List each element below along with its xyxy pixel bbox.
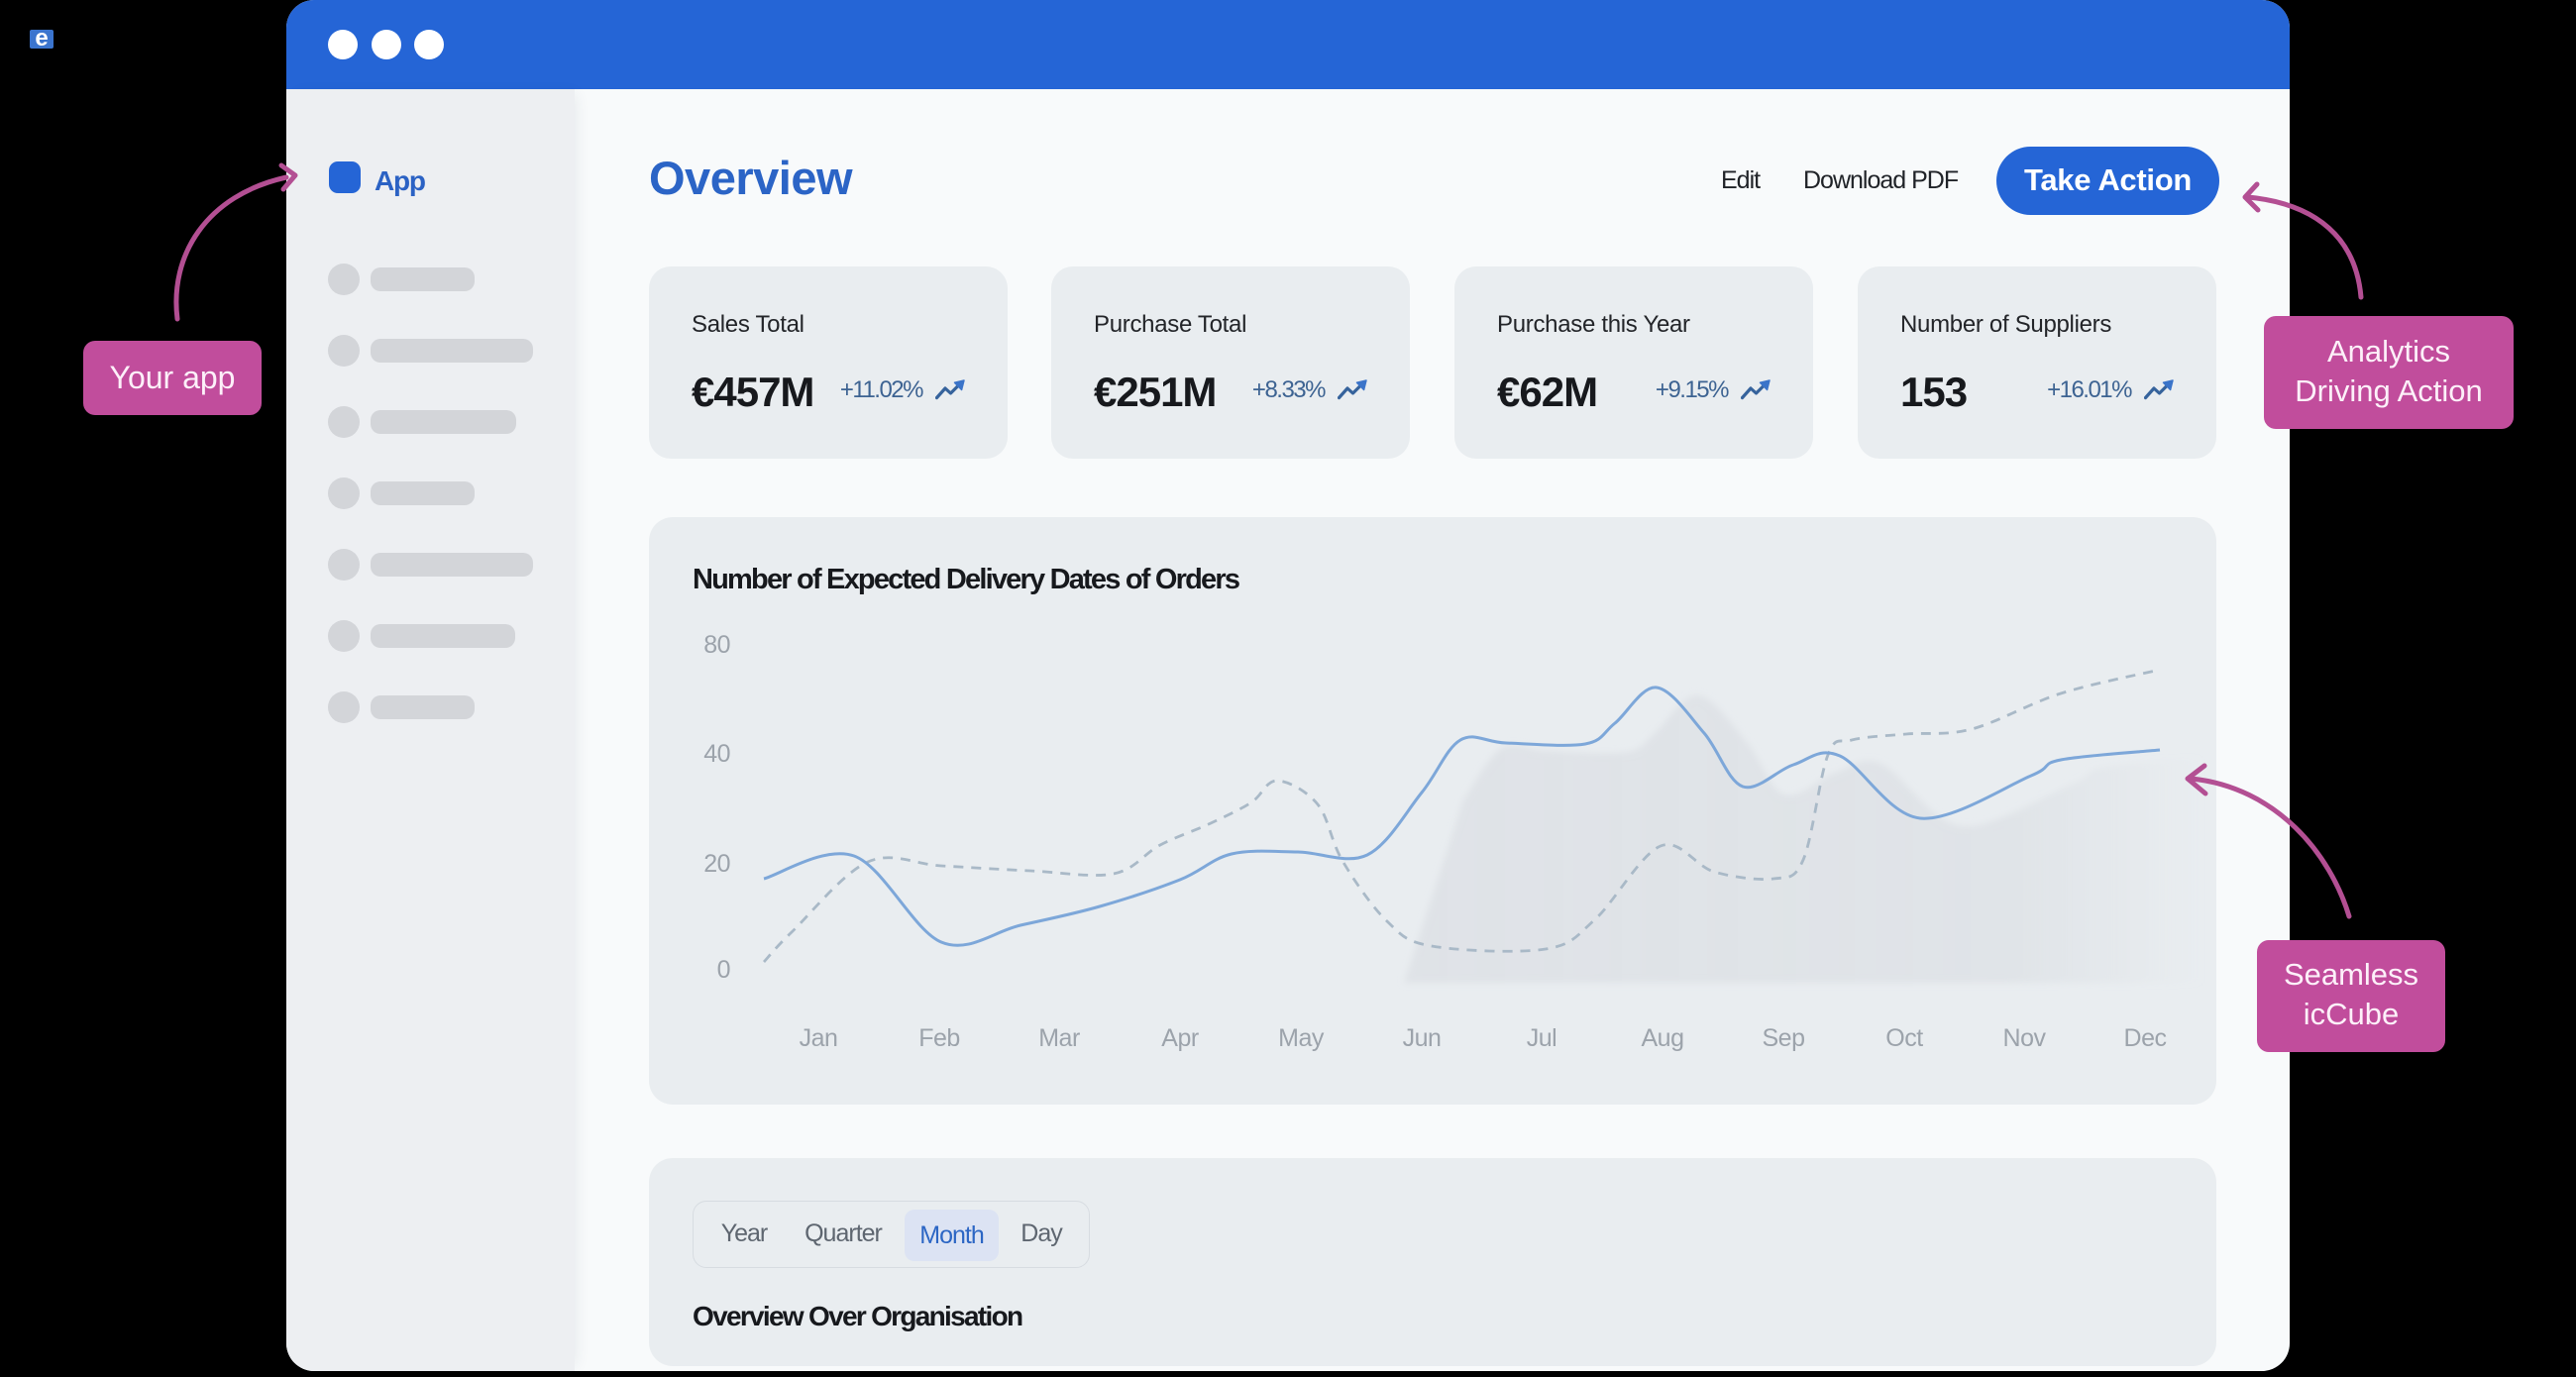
svg-text:Sep: Sep bbox=[1763, 1024, 1805, 1052]
svg-text:May: May bbox=[1278, 1024, 1325, 1052]
svg-text:Nov: Nov bbox=[2003, 1024, 2047, 1052]
svg-text:40: 40 bbox=[703, 740, 730, 768]
svg-text:80: 80 bbox=[703, 631, 730, 659]
svg-text:0: 0 bbox=[717, 956, 730, 984]
svg-text:Jan: Jan bbox=[800, 1024, 838, 1052]
svg-text:Feb: Feb bbox=[918, 1024, 960, 1052]
svg-text:Aug: Aug bbox=[1642, 1024, 1684, 1052]
svg-text:Oct: Oct bbox=[1885, 1024, 1923, 1052]
svg-text:Jul: Jul bbox=[1527, 1024, 1556, 1052]
svg-text:Dec: Dec bbox=[2124, 1024, 2167, 1052]
svg-text:Jun: Jun bbox=[1403, 1024, 1442, 1052]
svg-text:Mar: Mar bbox=[1038, 1024, 1080, 1052]
svg-text:20: 20 bbox=[703, 850, 730, 878]
svg-text:Apr: Apr bbox=[1161, 1024, 1199, 1052]
